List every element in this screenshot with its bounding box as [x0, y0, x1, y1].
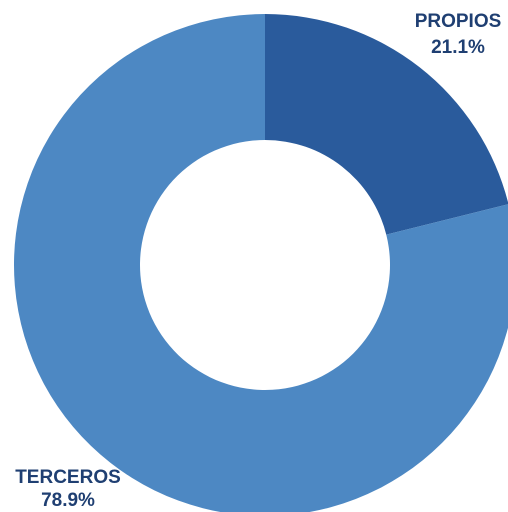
slice-value-label: 78.9% [41, 490, 95, 511]
slice-label: PROPIOS [415, 11, 502, 32]
slice-value-label: 21.1% [431, 37, 485, 58]
donut-slice [14, 14, 508, 512]
slice-label: TERCEROS [15, 467, 121, 488]
donut-slice [265, 14, 508, 235]
